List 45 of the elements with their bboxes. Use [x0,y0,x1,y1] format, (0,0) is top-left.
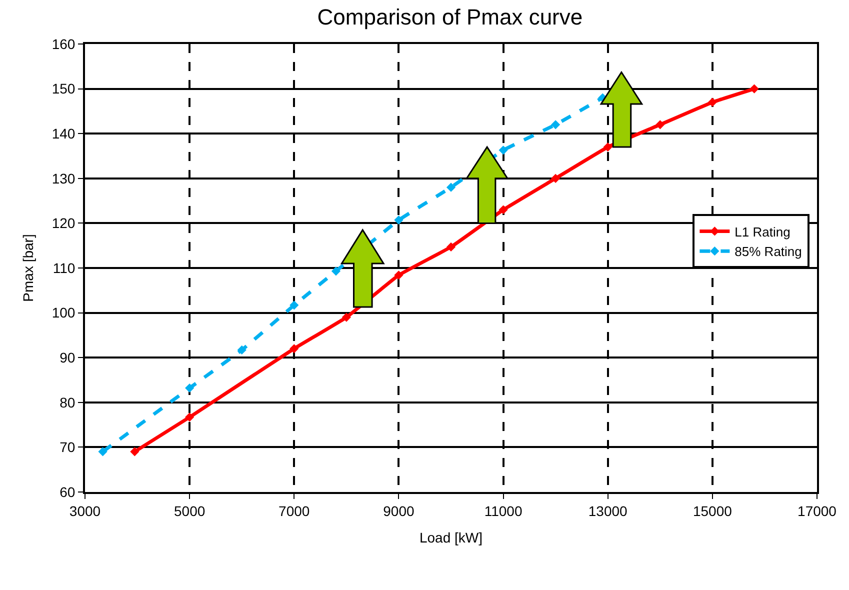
x-axis-title: Load [kW] [419,530,483,546]
point [185,412,194,422]
point [185,384,194,393]
point [498,205,508,214]
x-tick-label: 13000 [588,502,628,519]
point [290,300,299,310]
y-tick-label: 120 [52,215,76,232]
x-tick-label: 11000 [484,502,522,519]
point [656,120,665,130]
x-tick-label: 7000 [278,502,310,519]
y-tick-label: 80 [60,394,76,410]
point [394,270,404,280]
x-tick-label: 9000 [383,502,414,519]
y-tick-label: 90 [60,350,76,366]
point [446,242,456,252]
point [130,447,140,456]
y-tick-label: 60 [60,484,76,500]
y-tick-label: 150 [52,80,76,97]
point [551,120,560,130]
point [331,266,341,276]
point [342,312,351,322]
point [290,344,299,354]
point [551,174,560,183]
point [498,146,508,155]
y-tick-label: 110 [52,260,76,276]
y-tick-label: 130 [52,170,76,186]
y-tick-label: 160 [52,36,76,52]
y-axis-title: Pmax [bar] [20,234,36,302]
point [750,84,759,94]
point [446,182,456,192]
point [98,447,108,456]
y-tick-label: 100 [52,304,76,321]
x-tick-label: 15000 [692,502,732,519]
x-tick-label: 17000 [798,502,837,519]
chart-title: Comparison of Pmax curve [317,4,583,30]
point [603,142,612,152]
y-tick-label: 70 [60,439,76,456]
point [394,216,404,225]
legend-label: L1 Rating [734,224,790,240]
point [708,98,717,107]
y-tick-label: 140 [52,126,76,142]
legend-label: 85% Rating [734,244,802,260]
x-tick-label: 3000 [69,502,101,519]
point [237,345,246,355]
x-tick-label: 5000 [174,502,206,519]
